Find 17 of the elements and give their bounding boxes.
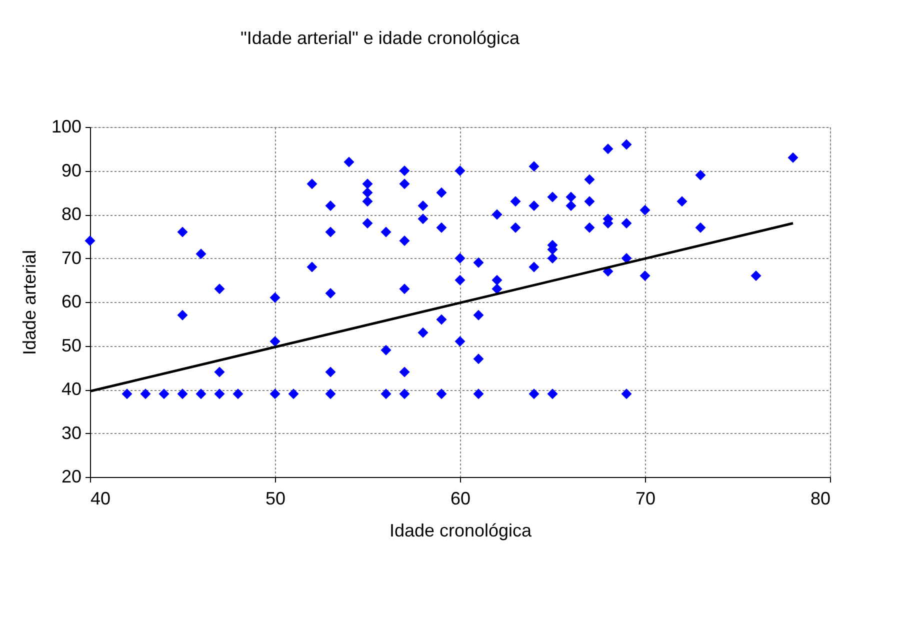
y-tick-label: 50 <box>61 335 82 356</box>
x-axis-title: Idade cronológica <box>389 520 533 540</box>
y-tick-label: 20 <box>61 466 82 486</box>
y-tick-label: 40 <box>61 379 82 399</box>
x-tick-label: 50 <box>265 488 286 508</box>
y-tick-label: 80 <box>61 204 82 224</box>
y-tick-label: 60 <box>61 292 82 312</box>
y-tick-label: 70 <box>61 248 82 268</box>
x-tick-label: 80 <box>810 488 830 508</box>
x-tick-label: 40 <box>90 488 111 508</box>
x-tick-label: 60 <box>450 488 471 508</box>
y-tick-label: 100 <box>51 116 82 136</box>
x-tick-label: 70 <box>635 488 656 508</box>
y-tick-label: 90 <box>61 160 82 180</box>
chart-title: "Idade arterial" e idade cronológica <box>240 28 520 48</box>
y-tick-label: 30 <box>61 422 82 443</box>
y-axis-title: Idade arterial <box>19 250 40 356</box>
